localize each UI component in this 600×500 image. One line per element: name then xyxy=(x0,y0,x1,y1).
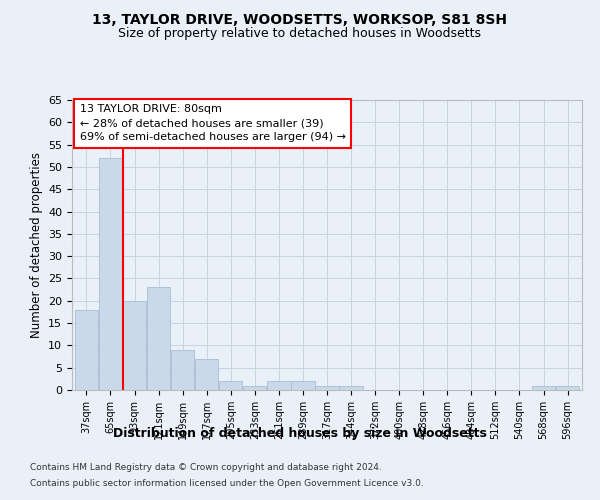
Y-axis label: Number of detached properties: Number of detached properties xyxy=(29,152,43,338)
Bar xyxy=(316,386,338,390)
Bar xyxy=(99,158,122,390)
Bar xyxy=(195,359,218,390)
Text: Contains public sector information licensed under the Open Government Licence v3: Contains public sector information licen… xyxy=(30,478,424,488)
Bar xyxy=(267,381,290,390)
Bar xyxy=(291,381,314,390)
Bar xyxy=(243,386,266,390)
Text: 13, TAYLOR DRIVE, WOODSETTS, WORKSOP, S81 8SH: 13, TAYLOR DRIVE, WOODSETTS, WORKSOP, S8… xyxy=(92,12,508,26)
Text: Contains HM Land Registry data © Crown copyright and database right 2024.: Contains HM Land Registry data © Crown c… xyxy=(30,464,382,472)
Bar xyxy=(219,381,242,390)
Bar xyxy=(147,288,170,390)
Bar xyxy=(556,386,579,390)
Text: Distribution of detached houses by size in Woodsetts: Distribution of detached houses by size … xyxy=(113,428,487,440)
Bar xyxy=(340,386,363,390)
Text: Size of property relative to detached houses in Woodsetts: Size of property relative to detached ho… xyxy=(119,28,482,40)
Bar xyxy=(75,310,98,390)
Bar xyxy=(532,386,555,390)
Text: 13 TAYLOR DRIVE: 80sqm
← 28% of detached houses are smaller (39)
69% of semi-det: 13 TAYLOR DRIVE: 80sqm ← 28% of detached… xyxy=(80,104,346,142)
Bar xyxy=(171,350,194,390)
Bar xyxy=(123,301,146,390)
